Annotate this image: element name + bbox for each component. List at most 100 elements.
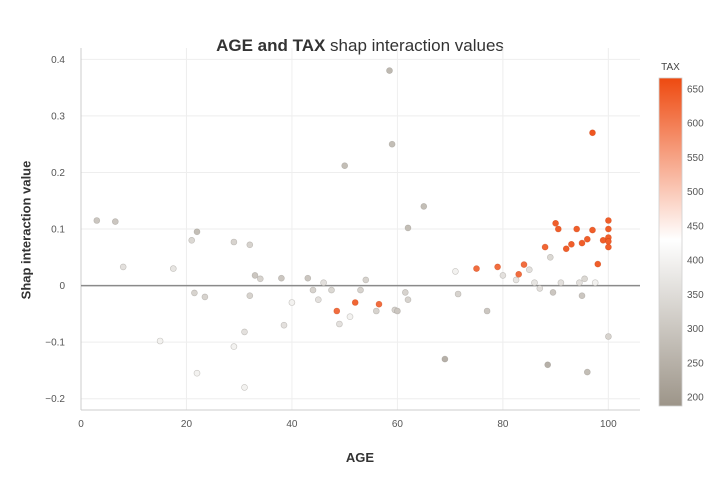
data-point [309,286,317,294]
data-point [605,238,612,245]
data-point [288,299,296,306]
colorbar-tick-label: 400 [687,256,704,267]
x-tick-label: 80 [497,419,509,430]
data-point [404,296,412,304]
data-point [251,272,259,279]
data-point [549,289,557,296]
data-point [605,217,612,224]
data-point [605,333,612,340]
data-point [256,275,264,283]
data-point [188,237,195,244]
y-tick-label: −0.1 [45,338,65,349]
data-point [341,162,349,169]
data-point [241,328,248,336]
data-point [576,279,583,287]
colorbar-tick-label: 300 [687,324,704,335]
data-point [578,292,586,300]
data-point [525,266,533,274]
chart-title-bold: AGE and TAX [216,36,326,55]
data-point [386,67,393,74]
chart-title-rest: shap interaction values [325,36,504,55]
colorbar [658,77,683,407]
data-point [362,276,370,284]
y-tick-label: 0.4 [51,55,65,66]
data-point [357,286,364,294]
data-point [230,343,238,350]
data-point [246,241,254,249]
data-point [583,235,591,243]
data-point [375,300,383,308]
data-point [452,268,459,275]
data-point [546,253,554,261]
colorbar-tick-label: 650 [687,84,704,95]
data-point [333,307,341,315]
y-axis-label: Shap interaction value [18,160,34,300]
x-tick-label: 100 [600,419,617,430]
colorbar-tick-label: 350 [687,290,704,301]
data-point [605,243,612,251]
data-point [536,285,544,292]
data-point [191,289,198,297]
data-point [515,270,523,278]
x-tick-label: 0 [78,419,84,430]
data-point [573,225,581,233]
data-point [494,263,501,271]
data-point [170,265,177,272]
data-point [394,307,401,315]
data-point [520,261,528,268]
data-point [246,292,254,300]
data-point [552,220,559,227]
x-tick-label: 40 [286,419,298,430]
data-point [328,286,335,294]
data-point [483,307,491,315]
data-point [581,275,588,283]
y-tick-label: 0.3 [51,111,65,122]
data-point [578,239,586,247]
data-point [401,289,409,296]
data-point [591,279,599,287]
data-point [119,263,127,271]
y-tick-label: 0 [59,281,65,292]
x-axis-label: AGE [345,450,375,465]
x-tick-label: 20 [181,419,193,430]
data-point [605,225,612,233]
data-point [201,293,209,301]
data-point [562,245,570,253]
colorbar-tick-label: 450 [687,221,704,232]
data-point [583,368,591,376]
data-point [336,320,343,328]
data-point [193,369,201,377]
y-tick-label: 0.1 [51,225,65,236]
data-point [420,203,428,210]
data-point [441,355,449,363]
colorbar-tick-label: 200 [687,393,704,404]
data-point [372,307,380,315]
data-point [554,225,562,233]
data-point [241,384,248,391]
data-point [473,265,480,272]
data-point [512,276,520,284]
data-point [193,228,201,236]
data-point [404,224,412,232]
data-point [314,296,322,304]
data-point [388,140,396,148]
data-point [112,218,119,225]
y-tick-label: 0.2 [51,168,65,179]
data-point [541,243,549,251]
colorbar-tick-label: 600 [687,119,704,130]
data-point [320,279,327,287]
data-point [531,279,538,287]
data-point [454,290,462,298]
chart-title: AGE and TAX shap interaction values [0,36,720,56]
data-point [230,238,238,246]
data-point [589,129,596,137]
data-point [351,299,359,306]
x-tick-label: 60 [392,419,404,430]
data-point [568,241,575,248]
data-point [346,313,354,321]
data-point [499,272,507,279]
data-point [278,274,285,282]
colorbar-tick-label: 550 [687,153,704,164]
